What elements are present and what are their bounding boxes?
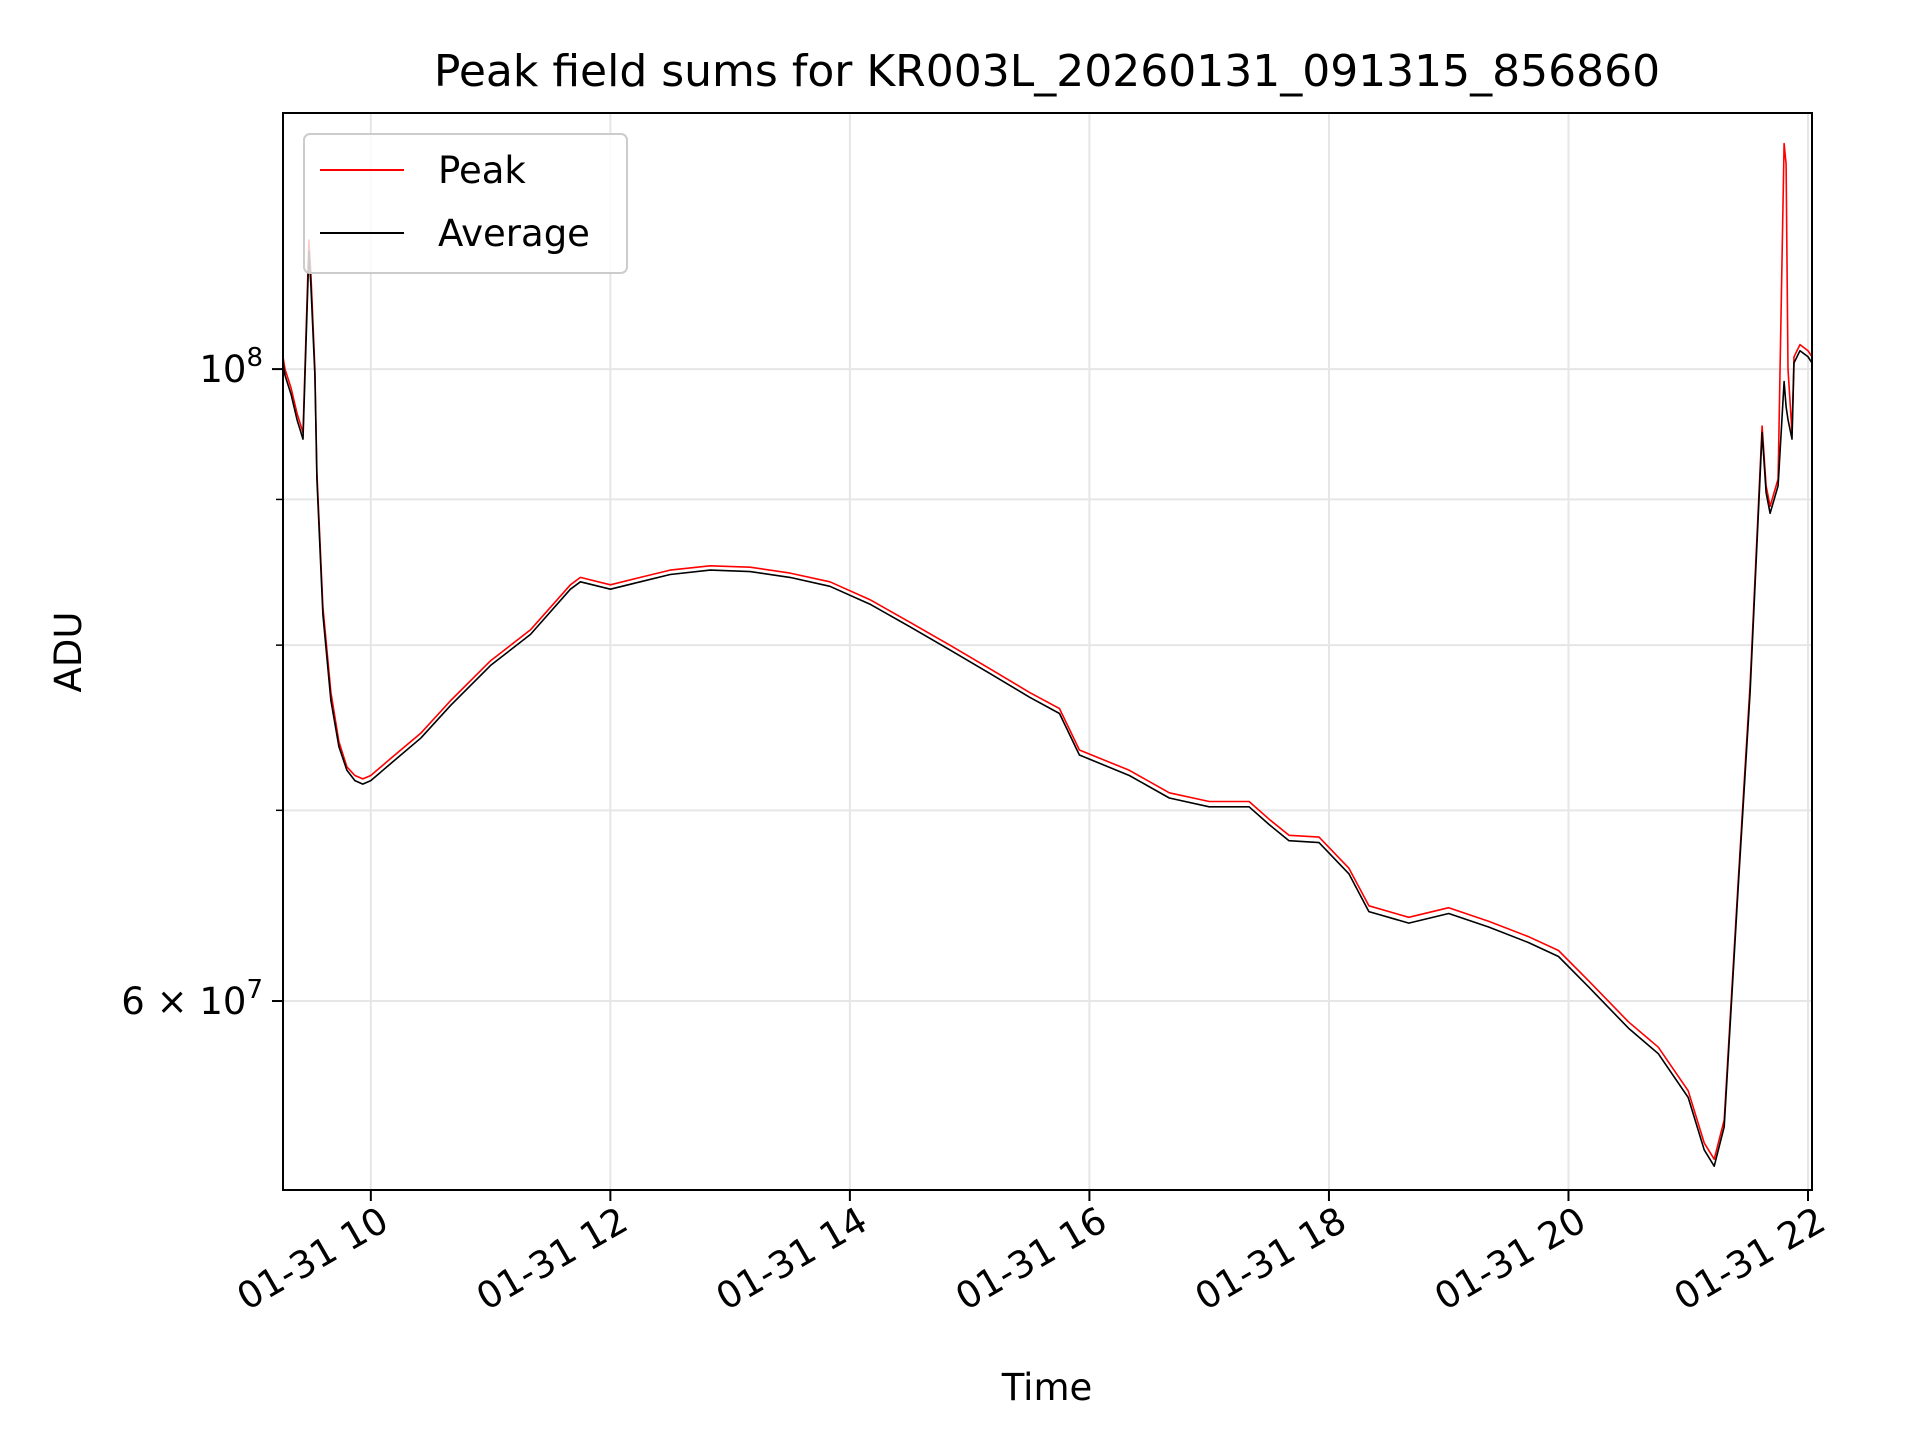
y-tick-base: 6 × bbox=[121, 980, 199, 1023]
series-line-average bbox=[283, 250, 1812, 1167]
plot-area-frame bbox=[282, 112, 1813, 1191]
y-tick-label: 108 bbox=[199, 343, 263, 391]
series-layer bbox=[283, 113, 1812, 1167]
chart-title: Peak field sums for KR003L_20260131_0913… bbox=[434, 46, 1660, 97]
legend-label-peak: Peak bbox=[438, 149, 526, 192]
y-tick-label: 6 × 107 bbox=[121, 975, 263, 1023]
y-tick-exponent: 7 bbox=[246, 975, 263, 1005]
y-tick-base: 10 bbox=[199, 348, 246, 391]
x-axis-label: Time bbox=[1001, 1366, 1093, 1409]
y-tick-exponent: 8 bbox=[246, 343, 263, 373]
grid-lines bbox=[283, 113, 1812, 1190]
y-axis-label: ADU bbox=[47, 612, 90, 693]
legend-label-average: Average bbox=[438, 212, 590, 255]
legend: Peak Average bbox=[303, 133, 628, 274]
legend-box bbox=[303, 133, 628, 274]
y-tick-base: 10 bbox=[199, 980, 246, 1023]
